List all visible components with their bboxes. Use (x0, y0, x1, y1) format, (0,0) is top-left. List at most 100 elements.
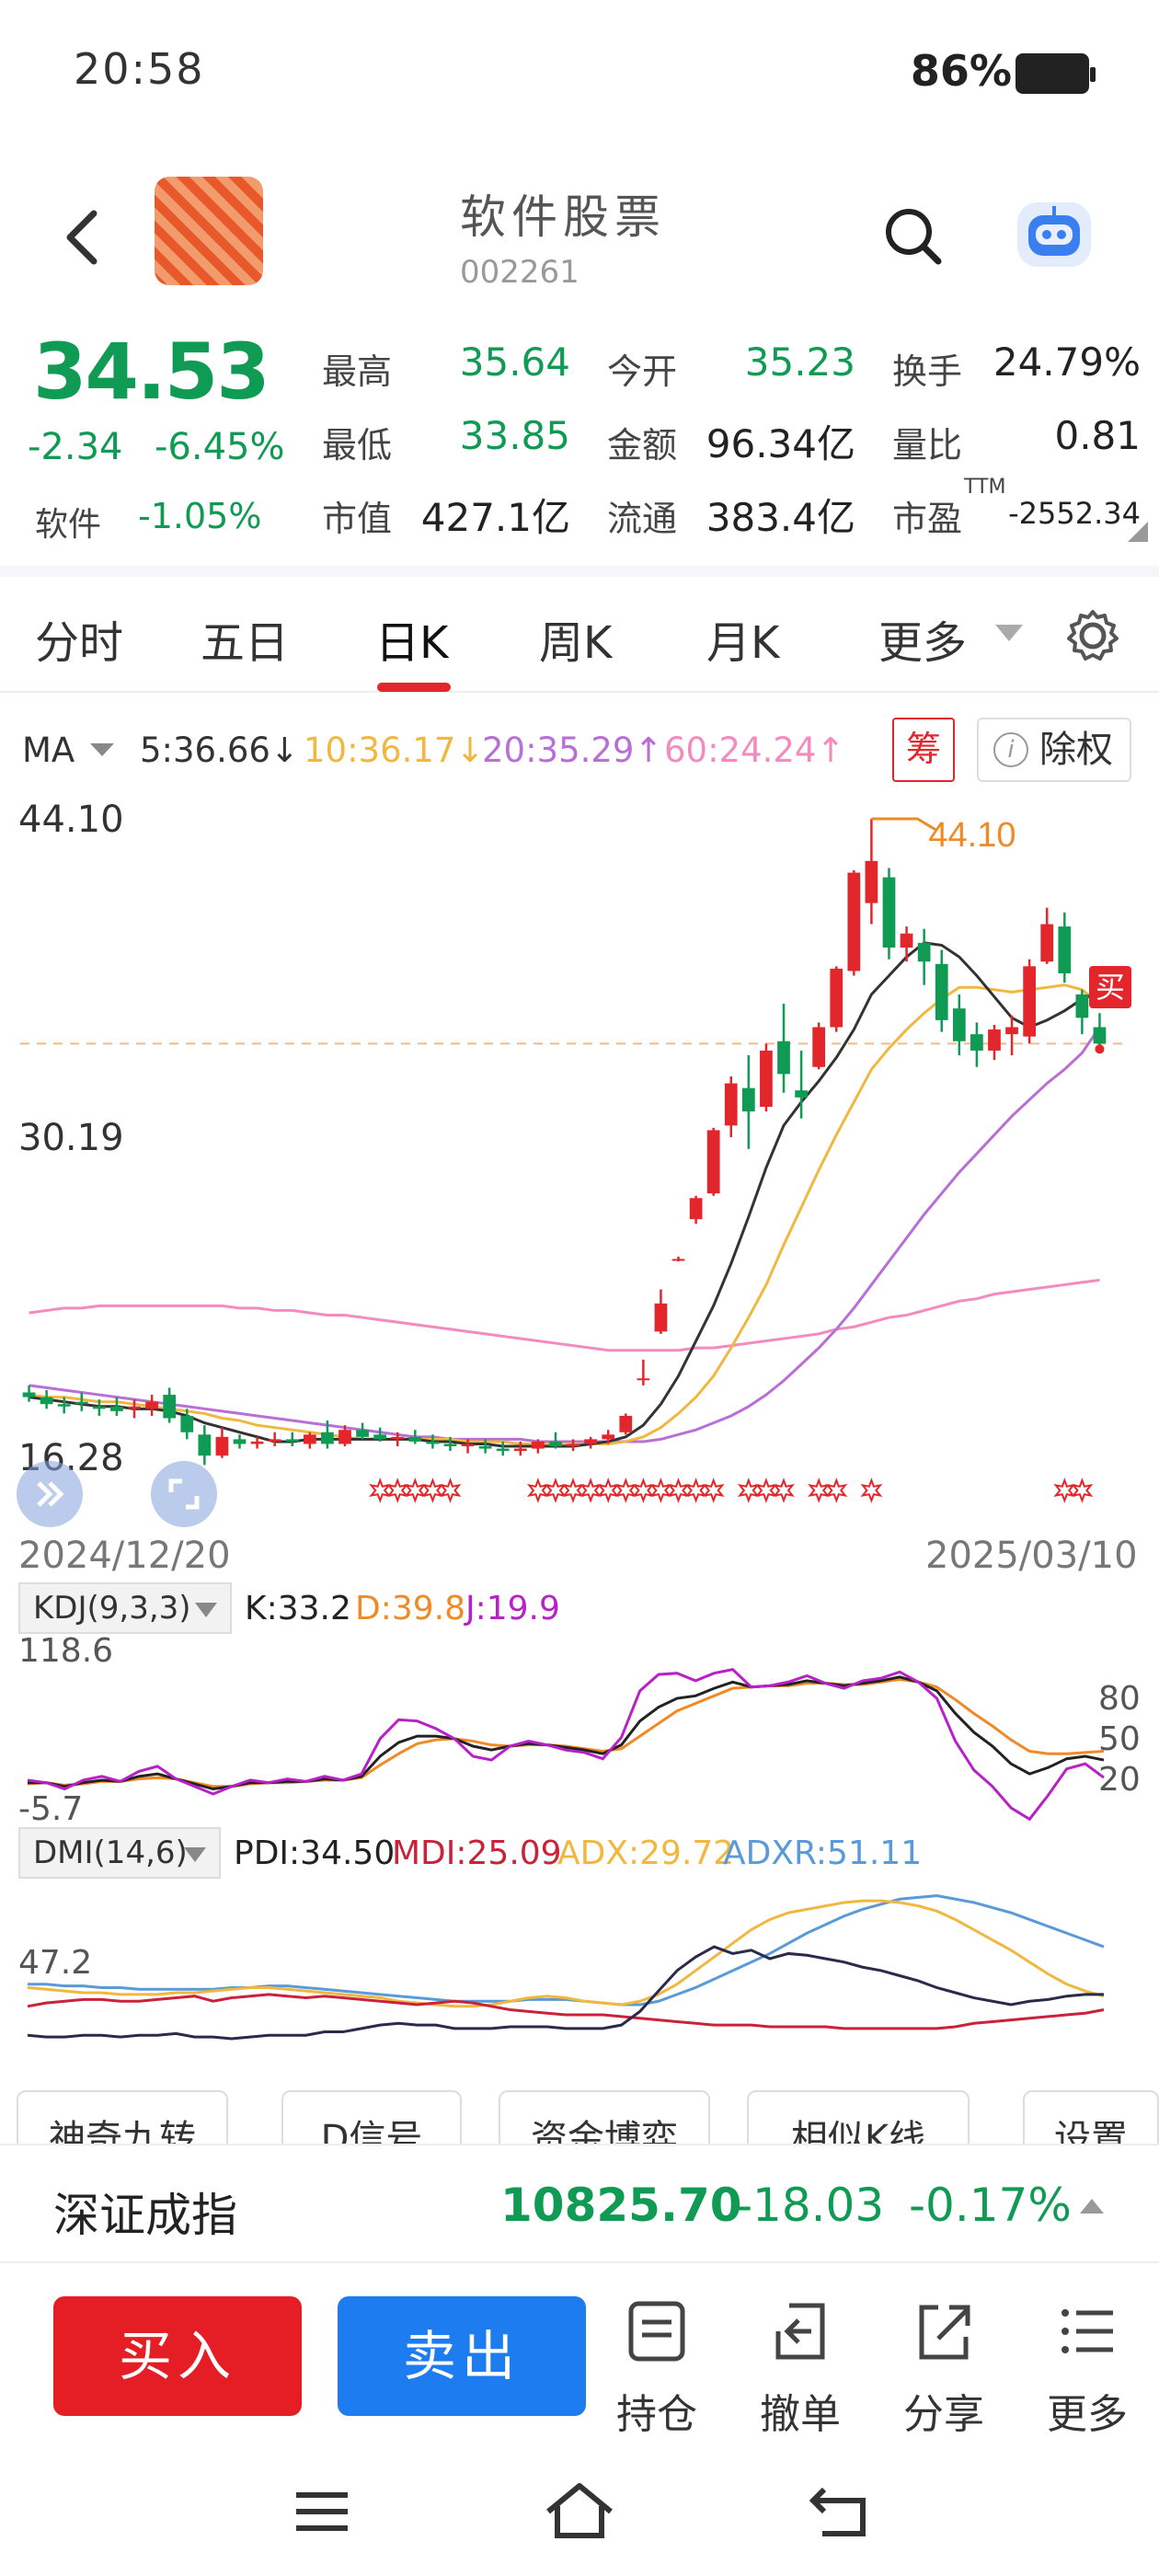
dmi-adxr-value: ADXR:51.11 (723, 1834, 923, 1872)
candle-body (900, 933, 913, 948)
tool-similar-kline[interactable]: 相似K线 (747, 2090, 970, 2145)
back-button[interactable] (55, 201, 110, 274)
price-change: -2.34 (28, 426, 123, 468)
candle-body (830, 968, 843, 1028)
tab-monthly-k[interactable]: 月K (706, 617, 780, 669)
back-arrow-icon[interactable] (806, 2482, 870, 2539)
hamburger-icon[interactable] (293, 2486, 351, 2537)
dmi-adx-value: ADX:29.72 (557, 1834, 735, 1872)
search-button[interactable] (883, 206, 944, 267)
candle-body (75, 1401, 88, 1405)
mktcap-value: 427.1亿 (420, 495, 570, 540)
double-chevron-right-icon (37, 1481, 64, 1507)
status-bar: 20:58 86% (0, 0, 1159, 156)
tab-intraday[interactable]: 分时 (35, 617, 124, 669)
dmi-pdi-line (27, 1945, 1104, 2041)
tool-magic-nine[interactable]: 神奇九转 (17, 2090, 228, 2145)
ma10-value: 10:36.17↓ (304, 730, 485, 770)
signal-marker-icon (544, 1478, 567, 1503)
candle-body (847, 872, 861, 972)
dmi-svg (27, 1894, 1105, 2041)
tab-five-day[interactable]: 五日 (201, 617, 290, 669)
assistant-button[interactable] (1017, 202, 1091, 267)
signal-marker-icon (580, 1478, 602, 1503)
battery-percent: 86% (910, 46, 1012, 96)
ex-rights-button[interactable]: i 除权 (977, 718, 1131, 782)
tool-settings[interactable]: 设置 (1023, 2090, 1159, 2145)
buy-button[interactable]: 买入 (53, 2296, 302, 2416)
candle-body (22, 1392, 36, 1397)
signal-marker-icon (702, 1478, 725, 1503)
ma-legend: MA 5:36.66↓ 10:36.17↓ 20:35.29↑ 60:24.24… (0, 718, 1159, 782)
candle-body (163, 1395, 177, 1419)
tab-more[interactable]: 更多 (878, 617, 968, 669)
fullscreen-button[interactable] (151, 1461, 217, 1527)
sector-name[interactable]: 软件 (35, 506, 102, 544)
home-icon[interactable] (543, 2480, 616, 2541)
battery-icon (1016, 53, 1096, 94)
candle-body (513, 1448, 527, 1452)
gear-icon[interactable] (1065, 608, 1120, 663)
info-icon: i (993, 732, 1028, 767)
signal-marker-icon (597, 1478, 620, 1503)
signal-marker-icon (667, 1478, 690, 1503)
candle-body (40, 1397, 53, 1405)
candle-body (443, 1443, 457, 1447)
candle-body (303, 1434, 316, 1444)
pe-ttm: TTM (964, 476, 1006, 499)
tab-weekly-k[interactable]: 周K (539, 617, 613, 669)
buy-signal-badge[interactable]: 买 (1089, 966, 1131, 1008)
stock-logo (155, 177, 263, 285)
chip-distribution-button[interactable]: 筹 (892, 718, 955, 782)
kdj-selector[interactable]: KDJ(9,3,3) (18, 1582, 232, 1634)
sell-button[interactable]: 卖出 (338, 2296, 586, 2416)
candle-body (602, 1434, 615, 1440)
tool-d-signal[interactable]: D信号 (281, 2090, 462, 2145)
expand-corner-icon[interactable] (1128, 522, 1148, 542)
more-label: 更多 (1047, 2391, 1128, 2438)
tool-fund-flow[interactable]: 资金博弈 (499, 2090, 710, 2145)
candle-body (935, 963, 948, 1020)
low-value: 33.85 (459, 413, 570, 458)
expand-left-button[interactable] (17, 1461, 83, 1527)
more-button[interactable]: 更多 (1032, 2300, 1142, 2438)
ma-dropdown-icon[interactable] (90, 743, 114, 758)
candle-body (637, 1378, 650, 1381)
x-axis-start-date: 2024/12/20 (18, 1535, 231, 1577)
signal-marker-icon (369, 1478, 392, 1503)
candle-body (128, 1406, 141, 1409)
tab-daily-k[interactable]: 日K (375, 617, 449, 669)
candle-body (988, 1029, 1001, 1051)
kdj-j-value: J:19.9 (465, 1590, 560, 1627)
trade-bar: 买入 卖出 持仓 撤单 分享 更多 (0, 2265, 1159, 2449)
kdj-y-top: 118.6 (18, 1632, 114, 1670)
kdj-j-line (27, 1667, 1105, 1822)
kdj-k-value: K:33.2 (245, 1590, 351, 1627)
dmi-selector[interactable]: DMI(14,6) (18, 1827, 221, 1879)
sector-change: -1.05% (138, 496, 262, 536)
stock-header: 软件股票 002261 (0, 156, 1159, 317)
candle-body (795, 1090, 808, 1098)
candle-body (496, 1448, 510, 1452)
dmi-adxr-line (28, 1894, 1105, 2007)
triangle-up-icon[interactable] (1080, 2197, 1104, 2215)
amount-label: 金额 (607, 425, 678, 466)
kline-chart[interactable]: 44.10 44.10 30.19 16.28 2024/12/20 2025/… (0, 782, 1159, 1577)
cancel-order-button[interactable]: 撤单 (745, 2300, 855, 2438)
index-value: 10825.70 (500, 2179, 742, 2232)
index-ticker[interactable]: 深证成指 10825.70 -18.03 -0.17% (0, 2144, 1159, 2263)
last-price: 34.53 (33, 327, 270, 417)
candle-body (250, 1441, 264, 1444)
candle-body (426, 1441, 440, 1444)
share-button[interactable]: 分享 (889, 2300, 999, 2438)
ma-selector[interactable]: MA (22, 730, 75, 770)
position-button[interactable]: 持仓 (602, 2300, 712, 2438)
candle-body (532, 1441, 545, 1449)
dmi-chart[interactable]: 47.2 (0, 1881, 1159, 2065)
pe-label: 市盈 (892, 499, 963, 539)
status-time: 20:58 (74, 44, 205, 94)
candle-body (671, 1259, 685, 1261)
turnover-label: 换手 (892, 351, 963, 392)
kdj-chart[interactable]: 118.6 -5.7 80 50 20 (0, 1632, 1159, 1828)
signal-marker-icon (1053, 1478, 1076, 1503)
